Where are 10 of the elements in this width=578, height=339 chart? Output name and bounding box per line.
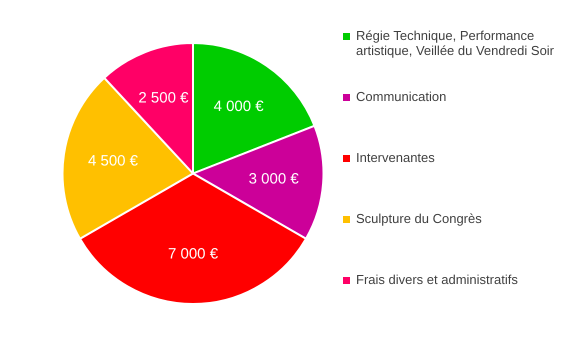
data-label: 4 000 € [214, 98, 264, 115]
legend-label: Régie Technique, Performance artistique, Veillée du Vendredi Soir [356, 28, 556, 58]
data-label: 4 500 € [88, 152, 139, 170]
legend-label: Sculpture du Congrès [356, 211, 482, 226]
legend-label: Intervenantes [356, 150, 435, 165]
data-label: 2 500 € [138, 89, 190, 106]
data-label: 7 000 € [168, 246, 219, 263]
legend-label: Communication [356, 89, 446, 104]
data-label: 3 000 € [248, 170, 300, 188]
legend-label: Frais divers et administratifs [356, 272, 518, 287]
